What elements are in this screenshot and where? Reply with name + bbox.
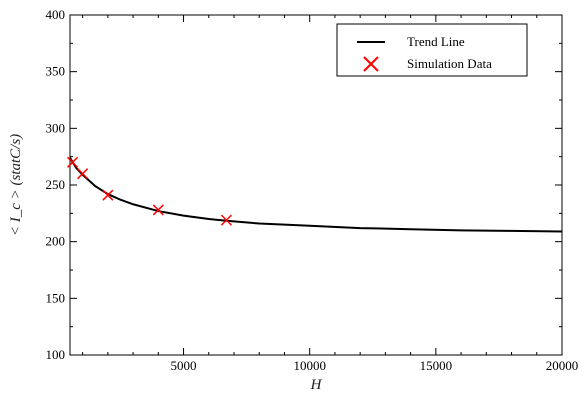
y-tick-label: 200 <box>46 234 66 249</box>
legend-label-simulation-data: Simulation Data <box>407 56 492 71</box>
x-tick-label: 15000 <box>420 358 453 373</box>
x-tick-label: 5000 <box>171 358 197 373</box>
legend-label-trend-line: Trend Line <box>407 34 465 49</box>
y-tick-label: 150 <box>46 290 66 305</box>
legend-simulation-marker-swatch <box>363 56 379 72</box>
y-axis-title: < I_c > (statC/s) <box>8 134 24 236</box>
y-tick-label: 400 <box>46 7 66 22</box>
y-tick-label: 100 <box>46 347 66 362</box>
y-tick-label: 300 <box>46 120 66 135</box>
simulation-data-point <box>152 204 164 216</box>
x-tick-label: 10000 <box>293 358 326 373</box>
y-tick-label: 250 <box>46 177 66 192</box>
legend: Trend Line Simulation Data <box>336 23 528 77</box>
simulation-data-point <box>66 156 79 168</box>
trend-line <box>69 157 563 233</box>
simulation-data-point <box>102 189 114 201</box>
simulation-data-point <box>220 214 232 226</box>
y-tick-label: 350 <box>46 64 66 79</box>
simulation-data-point <box>77 168 89 180</box>
x-axis-title: H <box>310 377 323 393</box>
x-tick-label: 20000 <box>546 358 579 373</box>
